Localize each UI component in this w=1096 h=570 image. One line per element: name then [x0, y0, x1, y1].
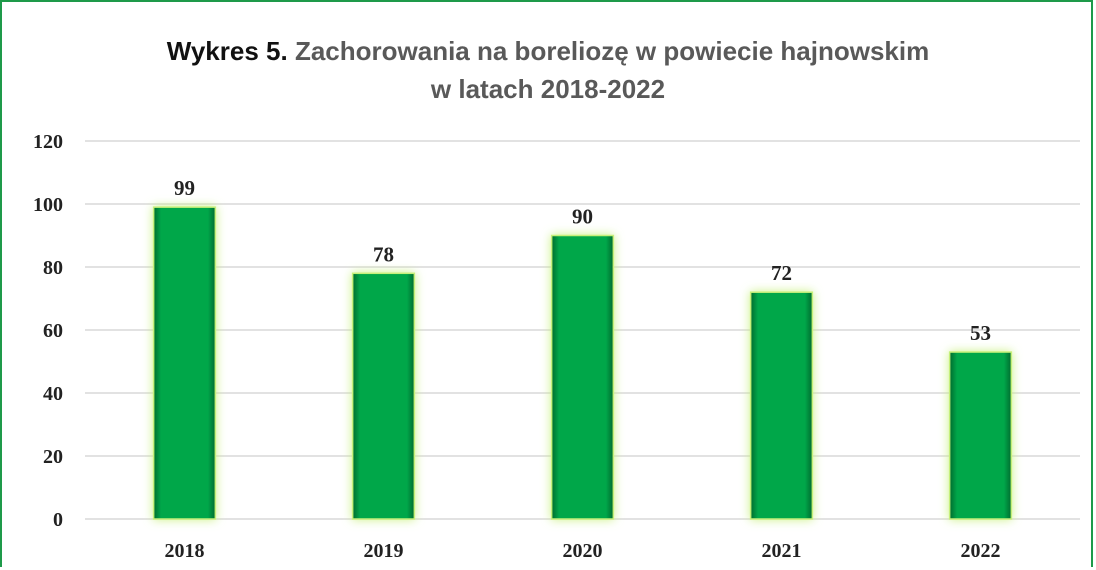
bar-2018 [152, 206, 217, 520]
y-tick-label: 60 [43, 320, 63, 342]
data-label-2020: 90 [572, 205, 593, 229]
data-label-2019: 78 [373, 242, 394, 266]
x-tick-label-2018: 2018 [165, 540, 205, 562]
y-tick-label: 100 [33, 194, 63, 216]
data-label-2022: 53 [970, 321, 991, 345]
data-label-2018: 99 [174, 176, 195, 200]
y-axis-ticks: 0 20 40 60 80 100 120 [33, 131, 63, 531]
y-tick-label: 40 [43, 383, 63, 405]
y-tick-label: 0 [53, 509, 63, 531]
x-axis-ticks: 2018 2019 2020 2021 2022 [165, 540, 1001, 562]
bar-2019 [351, 272, 416, 520]
chart-title-line2: w latach 2018-2022 [430, 74, 666, 104]
y-tick-label: 80 [43, 257, 63, 279]
x-tick-label-2021: 2021 [762, 540, 802, 562]
bar-2020 [550, 234, 615, 520]
data-labels: 99 78 90 72 53 [174, 176, 991, 345]
x-tick-label-2020: 2020 [563, 540, 603, 562]
y-tick-label: 120 [33, 131, 63, 153]
bar-2022 [948, 351, 1013, 520]
y-tick-label: 20 [43, 446, 63, 468]
x-tick-label-2022: 2022 [961, 540, 1001, 562]
chart-title: Wykres 5. Zachorowania na boreliozę w po… [0, 32, 1096, 108]
x-tick-label-2019: 2019 [364, 540, 404, 562]
chart-title-line1: Zachorowania na boreliozę w powiecie haj… [294, 36, 930, 66]
bars [152, 206, 1013, 520]
data-label-2021: 72 [771, 261, 792, 285]
chart-title-prefix: Wykres 5. [166, 36, 288, 66]
bar-2021 [749, 291, 814, 520]
